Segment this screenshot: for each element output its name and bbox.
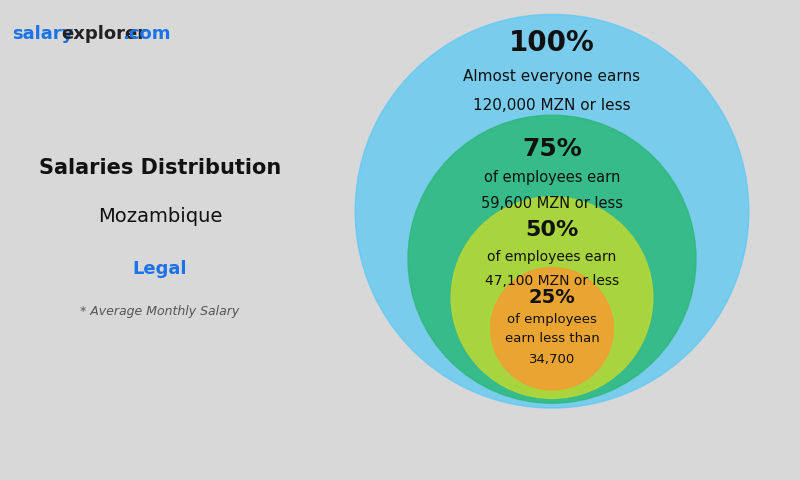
Text: 100%: 100% <box>509 29 595 57</box>
Circle shape <box>491 268 614 390</box>
Text: of employees: of employees <box>507 312 597 326</box>
Text: 25%: 25% <box>529 288 575 307</box>
Text: 47,100 MZN or less: 47,100 MZN or less <box>485 274 619 288</box>
Text: * Average Monthly Salary: * Average Monthly Salary <box>80 305 240 319</box>
Circle shape <box>355 14 749 408</box>
Circle shape <box>451 197 653 398</box>
Text: of employees earn: of employees earn <box>484 170 620 185</box>
Text: explorer: explorer <box>62 24 146 43</box>
Text: Legal: Legal <box>133 260 187 278</box>
Text: Mozambique: Mozambique <box>98 206 222 226</box>
Text: .com: .com <box>122 24 171 43</box>
Text: earn less than: earn less than <box>505 332 599 345</box>
Text: salary: salary <box>12 24 74 43</box>
Text: 50%: 50% <box>526 220 578 240</box>
Text: Almost everyone earns: Almost everyone earns <box>463 69 641 84</box>
Text: of employees earn: of employees earn <box>487 250 617 264</box>
Circle shape <box>408 115 696 403</box>
Text: 75%: 75% <box>522 137 582 161</box>
Text: 34,700: 34,700 <box>529 353 575 367</box>
Text: Salaries Distribution: Salaries Distribution <box>39 158 281 178</box>
Text: 59,600 MZN or less: 59,600 MZN or less <box>481 196 623 212</box>
Text: 120,000 MZN or less: 120,000 MZN or less <box>473 98 631 113</box>
